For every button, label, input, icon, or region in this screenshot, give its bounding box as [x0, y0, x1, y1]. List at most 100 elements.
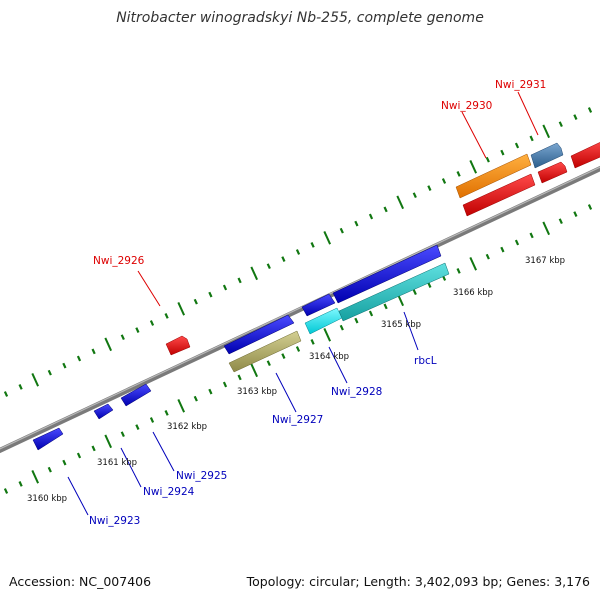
label-nwi-2923[interactable]: Nwi_2923: [89, 515, 140, 527]
major-tick: [31, 372, 40, 387]
minor-tick: [427, 185, 432, 191]
minor-tick: [500, 149, 505, 156]
gene-nwi-2927[interactable]: [228, 330, 302, 373]
scale-label-3164: 3164 kbp: [309, 352, 349, 362]
minor-tick: [193, 395, 198, 402]
minor-tick: [485, 156, 490, 163]
minor-tick: [193, 298, 198, 305]
backbone: [0, 165, 600, 454]
minor-tick: [281, 256, 286, 262]
gene-nwi-2931[interactable]: [530, 142, 564, 169]
minor-tick: [3, 488, 9, 494]
minor-tick: [208, 388, 213, 395]
minor-tick: [237, 277, 242, 284]
minor-tick: [368, 213, 374, 220]
minor-tick: [3, 391, 9, 397]
label-nwi-2927[interactable]: Nwi_2927: [272, 414, 323, 426]
bottom-strand-genes: [32, 244, 450, 451]
gene-nwi-2930[interactable]: [455, 153, 532, 199]
major-tick: [31, 469, 40, 484]
minor-tick: [558, 121, 563, 128]
gene-labels: Nwi_2926 Nwi_2930 Nwi_2931 Nwi_2923 Nwi_…: [89, 79, 546, 527]
gene-red-edge[interactable]: [570, 140, 600, 169]
minor-tick: [266, 360, 271, 367]
minor-tick: [354, 317, 359, 324]
minor-tick: [91, 348, 96, 355]
scale-labels: 3160 kbp 3161 kbp 3162 kbp 3163 kbp 3164…: [27, 256, 565, 504]
minor-tick: [529, 232, 534, 239]
minor-tick: [164, 313, 169, 319]
minor-tick: [558, 218, 563, 225]
gene-red-small[interactable]: [537, 161, 568, 184]
label-rbcl[interactable]: rbcL: [414, 355, 437, 367]
leader-lines: [67, 91, 539, 516]
minor-tick: [456, 171, 461, 177]
minor-tick: [222, 381, 228, 388]
minor-tick: [412, 289, 417, 296]
label-nwi-2926[interactable]: Nwi_2926: [93, 255, 145, 267]
gene-blue-large[interactable]: [332, 244, 442, 304]
minor-tick: [266, 263, 271, 270]
major-tick: [250, 363, 259, 378]
major-tick: [177, 301, 186, 316]
minor-tick: [76, 452, 82, 459]
gene-nwi-2926[interactable]: [165, 335, 191, 356]
label-nwi-2928[interactable]: Nwi_2928: [331, 386, 382, 398]
minor-tick: [62, 362, 67, 369]
minor-tick: [149, 320, 155, 326]
minor-tick: [573, 114, 578, 120]
minor-tick: [62, 459, 67, 466]
minor-tick: [368, 310, 374, 317]
minor-tick: [18, 384, 23, 390]
minor-tick: [587, 107, 593, 113]
major-tick: [104, 434, 113, 449]
scale-label-3166: 3166 kbp: [453, 288, 493, 298]
major-tick: [323, 230, 332, 245]
minor-tick: [208, 291, 213, 298]
minor-tick: [281, 353, 286, 359]
minor-tick: [120, 431, 125, 438]
accession-text: Accession: NC_007406: [9, 574, 152, 589]
scale-label-3160: 3160 kbp: [27, 494, 67, 504]
gene-nwi-2923[interactable]: [32, 427, 64, 451]
label-nwi-2931[interactable]: Nwi_2931: [495, 79, 546, 91]
minor-tick: [500, 246, 505, 253]
minor-tick: [164, 410, 169, 416]
minor-tick: [339, 324, 344, 331]
minor-tick: [47, 466, 52, 473]
major-tick: [396, 195, 405, 210]
minor-tick: [383, 303, 388, 310]
label-nwi-2925[interactable]: Nwi_2925: [176, 470, 227, 482]
minor-tick: [529, 135, 534, 142]
major-tick: [104, 337, 113, 352]
minor-tick: [222, 284, 228, 291]
minor-tick: [339, 227, 344, 234]
minor-tick: [456, 268, 461, 274]
major-tick: [542, 221, 551, 236]
minor-tick: [149, 417, 155, 423]
minor-tick: [427, 282, 432, 288]
genome-summary-text: Topology: circular; Length: 3,402,093 bp…: [246, 574, 590, 589]
major-tick: [250, 266, 259, 281]
map-title: Nitrobacter winogradskyi Nb-255, complet…: [116, 10, 484, 26]
gene-red-large[interactable]: [462, 173, 536, 217]
gene-blue-2[interactable]: [301, 293, 336, 317]
gene-blue-1[interactable]: [223, 314, 295, 355]
scale-label-3167: 3167 kbp: [525, 256, 565, 266]
gene-nwi-2924[interactable]: [93, 403, 114, 420]
scale-label-3162: 3162 kbp: [167, 422, 207, 432]
minor-tick: [76, 355, 82, 362]
minor-tick: [412, 192, 417, 199]
label-nwi-2924[interactable]: Nwi_2924: [143, 486, 195, 498]
label-nwi-2930[interactable]: Nwi_2930: [441, 100, 492, 112]
minor-tick: [18, 481, 23, 487]
minor-tick: [354, 220, 359, 227]
minor-tick: [135, 424, 140, 430]
scale-label-3163: 3163 kbp: [237, 387, 277, 397]
gene-rbcl[interactable]: [338, 262, 450, 322]
major-tick: [469, 159, 478, 174]
minor-tick: [383, 206, 388, 213]
major-tick: [177, 398, 186, 413]
gene-nwi-2925[interactable]: [120, 383, 152, 407]
